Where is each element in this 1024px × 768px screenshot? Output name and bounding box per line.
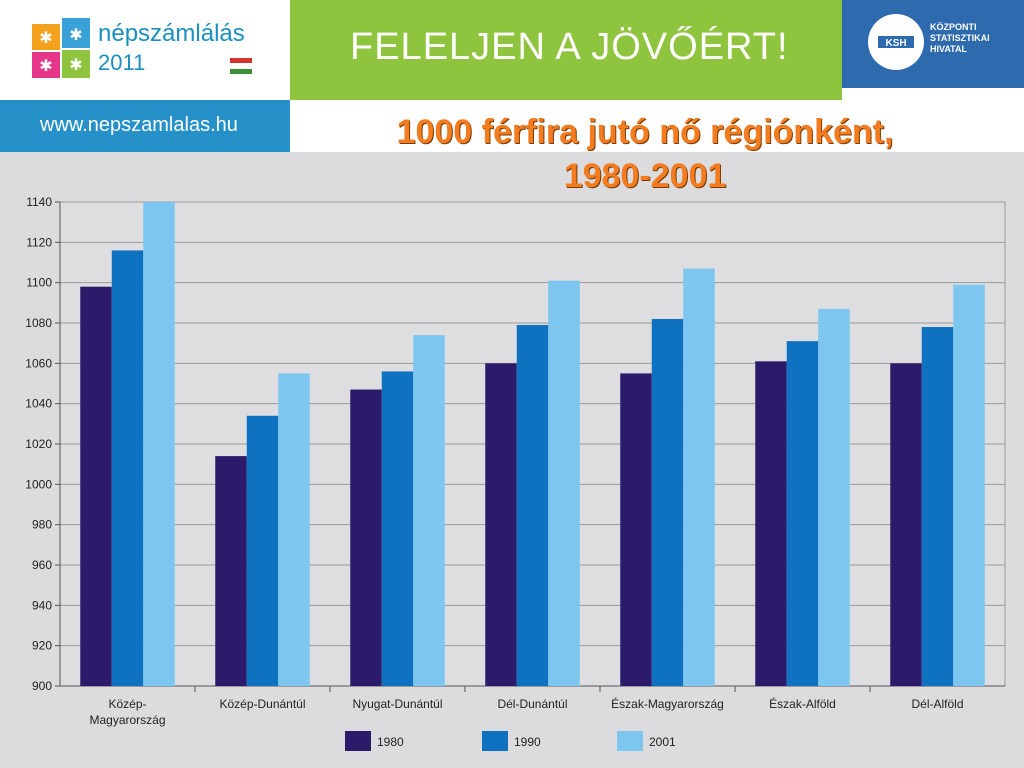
ksh-abbrev: KSH (885, 38, 906, 49)
bar-1990 (381, 371, 414, 686)
bar-1990 (246, 415, 279, 686)
logo-title: népszámlálás (98, 20, 245, 47)
legend-swatch-1980 (345, 731, 371, 751)
y-tick-label: 1080 (25, 316, 52, 330)
legend-swatch-2001 (617, 731, 643, 751)
bar-1980 (350, 389, 382, 686)
legend-label: 1990 (514, 735, 541, 749)
y-tick-label: 960 (32, 558, 52, 572)
y-tick-label: 1060 (25, 356, 52, 370)
bar-2001 (818, 308, 850, 686)
bar-1980 (620, 373, 652, 686)
y-tick-label: 1100 (26, 276, 52, 290)
bar-1980 (80, 286, 112, 686)
bar-1990 (921, 327, 954, 686)
census-logo-icon: ✱ ✱ ✱ ✱ (32, 18, 90, 78)
ksh-logo-icon: KSH (868, 14, 924, 70)
hungarian-flag-icon (230, 58, 252, 74)
x-tick-label: Észak-Magyarország (611, 696, 724, 711)
bar-2001 (548, 280, 580, 686)
legend-label: 1980 (377, 735, 404, 749)
legend-label: 2001 (649, 735, 676, 749)
slogan: FELELJEN A JÖVŐÉRT! (350, 26, 789, 68)
bar-1990 (516, 325, 549, 686)
x-tick-label: Közép- (108, 697, 146, 711)
x-tick-label: Dél-Alföld (911, 697, 963, 711)
header-slogan-banner: FELELJEN A JÖVŐÉRT! (290, 0, 842, 100)
bar-2001 (278, 373, 310, 686)
x-tick-label: Közép-Dunántúl (219, 697, 305, 711)
y-tick-label: 1040 (25, 397, 52, 411)
bar-2001 (683, 268, 715, 686)
bar-1990 (651, 318, 684, 686)
website-url[interactable]: www.nepszamlalas.hu (40, 114, 238, 136)
chart-title-line2: 1980-2001 (563, 157, 727, 195)
svg-text:✱: ✱ (69, 27, 82, 44)
chart-title-line1: 1000 férfira jutó nő régiónként, (396, 113, 894, 151)
y-tick-label: 940 (32, 598, 52, 612)
header-logo-area: ✱ ✱ ✱ ✱ népszámlálás 2011 (0, 0, 290, 100)
bar-2001 (143, 202, 175, 686)
ksh-name-line: STATISZTIKAI (930, 33, 990, 43)
y-tick-label: 1020 (25, 437, 52, 451)
y-tick-label: 980 (32, 518, 52, 532)
bar-1990 (111, 250, 144, 686)
chart-title: 1000 férfira jutó nő régiónként, 1980-20… (300, 110, 990, 198)
svg-text:✱: ✱ (69, 57, 82, 74)
y-tick-label: 1120 (26, 235, 52, 249)
logo-year: 2011 (98, 50, 146, 75)
y-tick-label: 1140 (26, 195, 52, 209)
x-tick-label: Dél-Dunántúl (497, 697, 567, 711)
svg-text:✱: ✱ (39, 30, 52, 47)
bar-1980 (485, 363, 517, 686)
ksh-banner: KSH KÖZPONTI STATISZTIKAI HIVATAL (842, 0, 1024, 88)
ksh-name-line: KÖZPONTI (930, 22, 977, 32)
ksh-name: KÖZPONTI STATISZTIKAI HIVATAL (930, 22, 990, 55)
bar-1980 (755, 361, 787, 686)
x-tick-label: Nyugat-Dunántúl (352, 697, 442, 711)
bar-1990 (786, 341, 819, 686)
x-tick-label: Észak-Alföld (769, 696, 836, 711)
bar-1980 (890, 363, 922, 686)
bar-2001 (413, 335, 445, 686)
y-tick-label: 920 (32, 639, 52, 653)
x-tick-label: Magyarország (89, 713, 165, 727)
bar-1980 (215, 456, 247, 686)
bar-2001 (953, 284, 985, 686)
ksh-name-line: HIVATAL (930, 44, 967, 54)
svg-text:✱: ✱ (39, 58, 52, 75)
y-tick-label: 900 (32, 679, 52, 693)
legend-swatch-1990 (482, 731, 508, 751)
url-banner: www.nepszamlalas.hu (0, 100, 290, 152)
y-tick-label: 1000 (25, 477, 52, 491)
